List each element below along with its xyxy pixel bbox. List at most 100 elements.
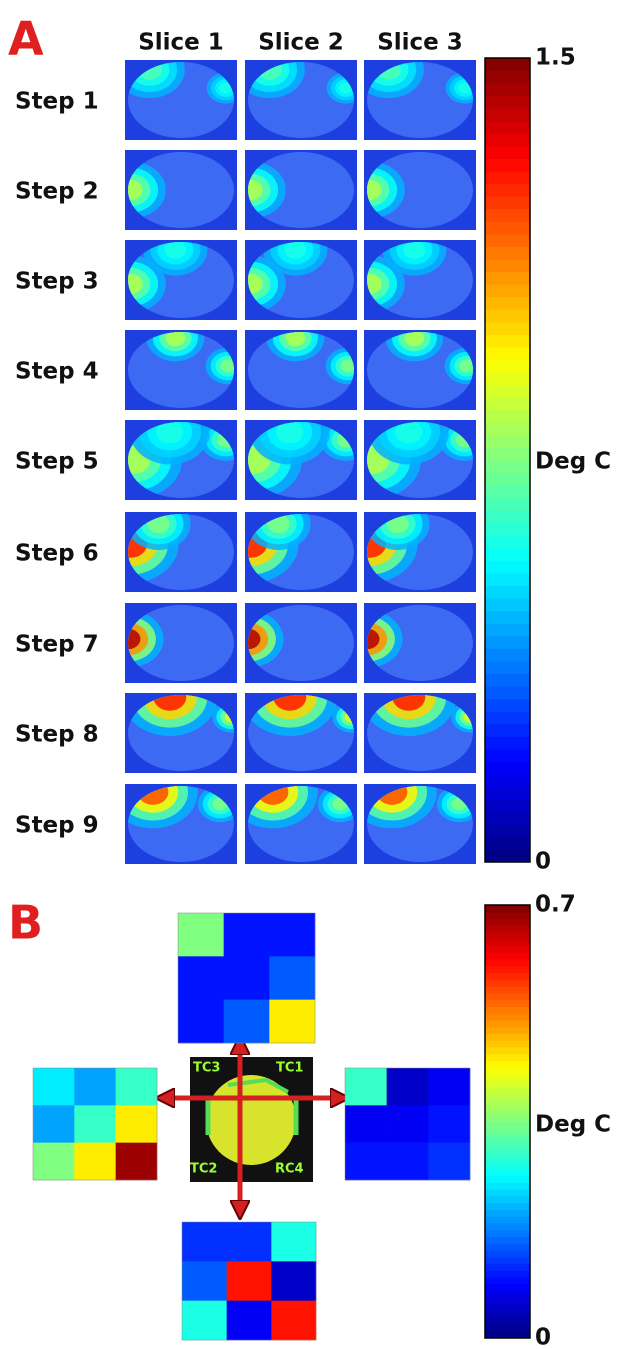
grid-cell (182, 1301, 227, 1341)
colorbar-step (485, 966, 530, 973)
colorbar-step (485, 360, 530, 373)
colorbar-step (485, 799, 530, 812)
grid-cell (387, 1105, 429, 1143)
colorbar-step (485, 1304, 530, 1311)
colorbar-step (485, 1047, 530, 1054)
probe-label: RC4 (275, 1162, 304, 1177)
colorbar-step (485, 1115, 530, 1122)
colorbar-step (485, 121, 530, 134)
colorbar-step (485, 1243, 530, 1250)
colorbar-step (485, 1149, 530, 1156)
colorbar-step (485, 1101, 530, 1108)
panel-a: Slice 1Slice 2Slice 3Step 1Step 2Step 3S… (15, 30, 611, 875)
grid-cell (33, 1105, 75, 1143)
grid-cell (227, 1301, 272, 1341)
colorbar-step (485, 397, 530, 410)
colorbar-step (485, 96, 530, 109)
colorbar-step (485, 586, 530, 599)
grid-cell (224, 956, 270, 1000)
colorbar-step (485, 1034, 530, 1041)
colorbar-step (485, 510, 530, 523)
colorbar-step (485, 1108, 530, 1115)
colorbar-step (485, 925, 530, 932)
colorbar-step (485, 912, 530, 919)
colorbar-step (485, 410, 530, 423)
colorbar-tick-label: 0 (535, 1325, 551, 1349)
grid-cell (182, 1222, 227, 1262)
colorbar-step (485, 1142, 530, 1149)
colorbar-step (485, 1209, 530, 1216)
colorbar-step (485, 1081, 530, 1088)
colorbar-step (485, 1169, 530, 1176)
grid-cell (33, 1143, 75, 1181)
grid-cell (269, 1000, 315, 1044)
colorbar-step (485, 1311, 530, 1318)
colorbar-step (485, 986, 530, 993)
grid-cell (428, 1068, 470, 1106)
grid-cell (387, 1143, 429, 1181)
colorbar-step (485, 435, 530, 448)
row-label: Step 2 (15, 179, 99, 205)
colorbar-step (485, 83, 530, 96)
colorbar-step (485, 973, 530, 980)
grid-cell (178, 956, 224, 1000)
colorbar-step (485, 623, 530, 636)
colorbar-step (485, 234, 530, 247)
colorbar-step (485, 297, 530, 310)
colorbar-step (485, 573, 530, 586)
grid-cell (74, 1068, 116, 1106)
hotspot (119, 274, 143, 294)
colorbar-step (485, 837, 530, 850)
colorbar-step (485, 774, 530, 787)
thermal-map (93, 603, 237, 683)
colorbar-step (485, 146, 530, 159)
colorbar-step (485, 1020, 530, 1027)
colorbar-step (485, 993, 530, 1000)
colorbar-step (485, 422, 530, 435)
grid-cell (345, 1068, 387, 1106)
colorbar-step (485, 1162, 530, 1169)
colorbar-step (485, 661, 530, 674)
row-label: Step 7 (15, 632, 99, 658)
colorbar-step (485, 1040, 530, 1047)
colorbar-step (485, 498, 530, 511)
colorbar-step (485, 1230, 530, 1237)
colorbar-step (485, 1189, 530, 1196)
panel-b: TC3 TC1 TC2 RC4 00.7Deg C (33, 892, 611, 1349)
colorbar-tick-label: 1.5 (535, 45, 576, 71)
probe-label: TC1 (276, 1061, 303, 1076)
hotspot (239, 274, 263, 294)
panel-label: B (8, 896, 43, 950)
row-label: Step 4 (15, 359, 99, 385)
colorbar-step (485, 133, 530, 146)
colorbar-step (485, 1128, 530, 1135)
row-label: Step 6 (15, 541, 99, 567)
colorbar-step (485, 309, 530, 322)
colorbar-step (485, 736, 530, 749)
grid-cell (271, 1222, 316, 1262)
colorbar-step (485, 749, 530, 762)
row-label: Step 1 (15, 89, 99, 115)
colorbar-step (485, 1250, 530, 1257)
colorbar-step (485, 648, 530, 661)
colorbar-step (485, 385, 530, 398)
grid-cell (345, 1105, 387, 1143)
grid-cell (224, 913, 270, 957)
colorbar-step (485, 724, 530, 737)
colorbar-step (485, 686, 530, 699)
colorbar-step (485, 1264, 530, 1271)
colorbar-step (485, 1318, 530, 1325)
colorbar-step (485, 1006, 530, 1013)
colorbar-step (485, 485, 530, 498)
colorbar-step (485, 1155, 530, 1162)
colorbar-step (485, 1182, 530, 1189)
thermal-map (95, 224, 237, 320)
grid-cell (224, 1000, 270, 1044)
colorbar-step (485, 932, 530, 939)
colorbar-step (485, 1135, 530, 1142)
grid-cell (271, 1301, 316, 1341)
colorbar-step (485, 1297, 530, 1304)
row-label: Step 3 (15, 269, 99, 295)
colorbar-step (485, 1061, 530, 1068)
thermal-map (95, 150, 237, 230)
